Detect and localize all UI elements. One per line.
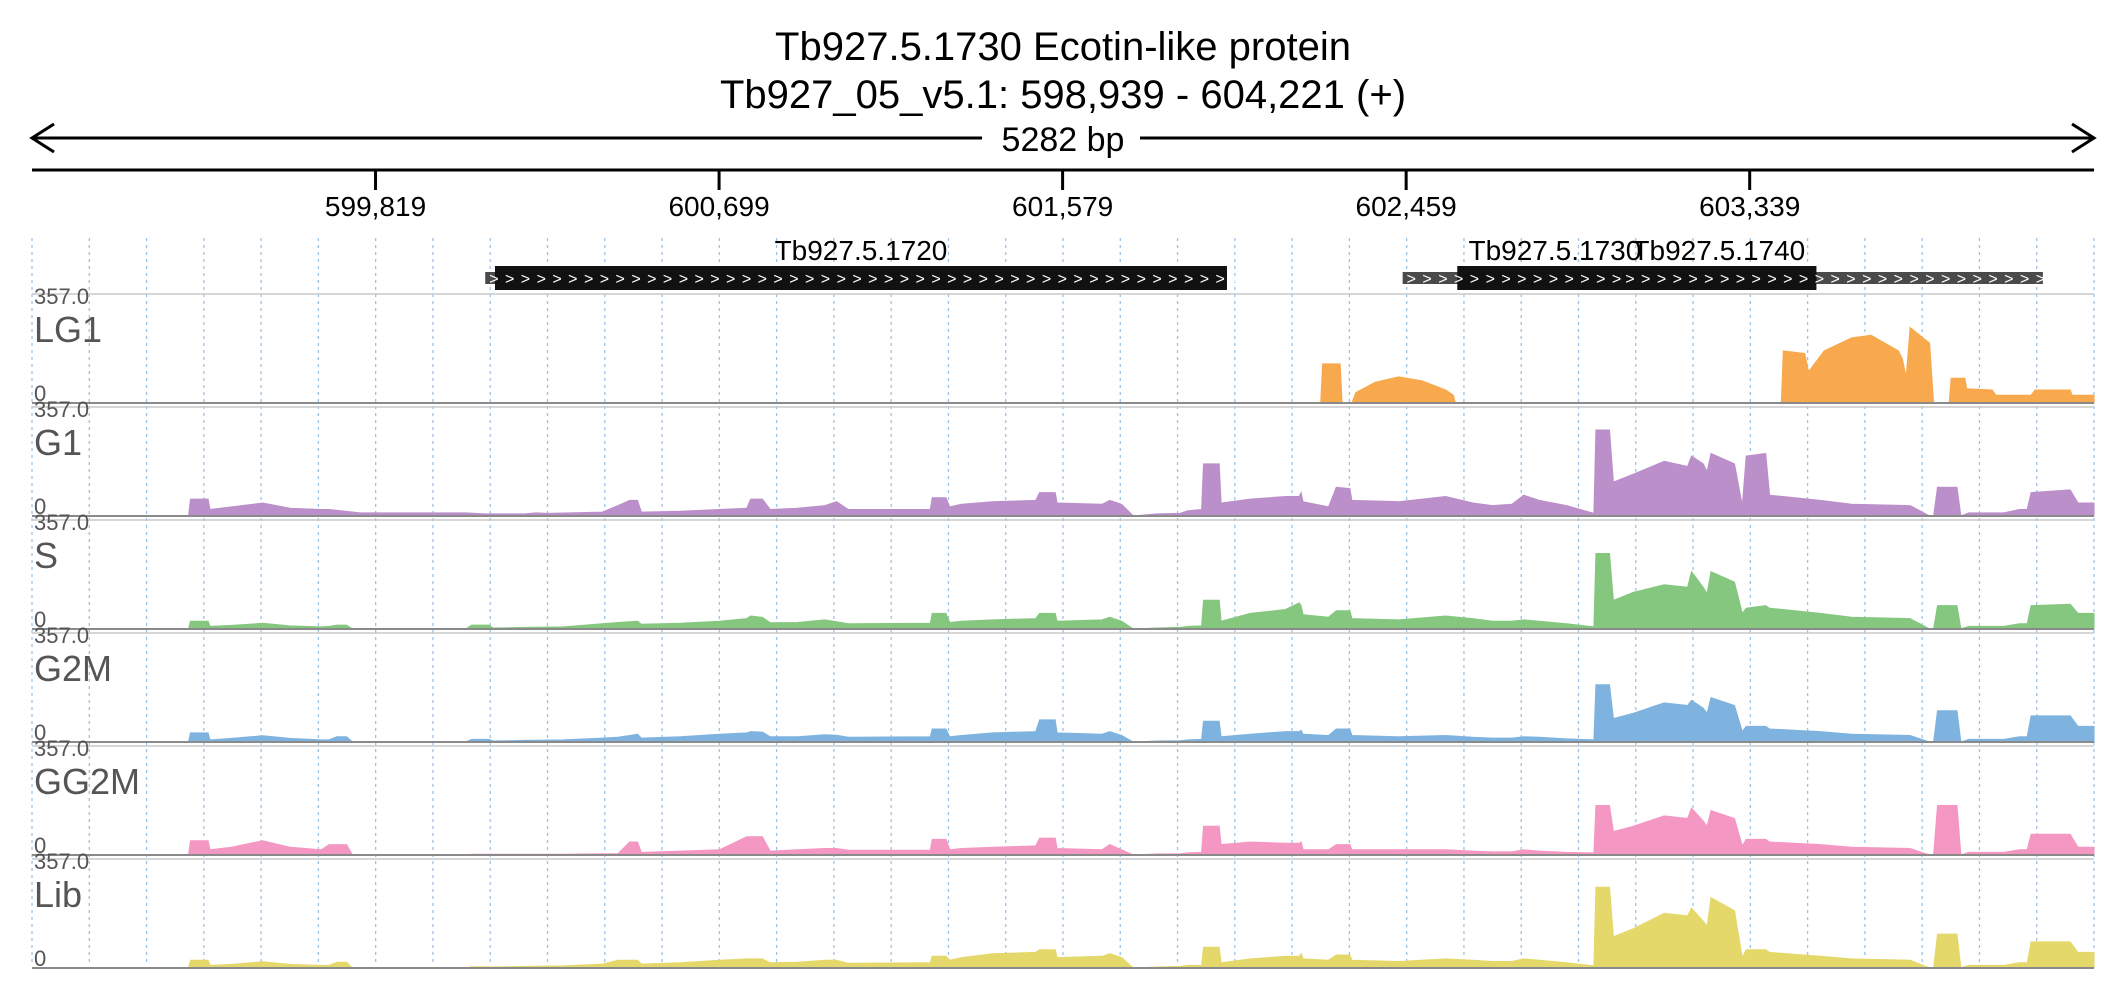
- span-arrow-right-icon: [2071, 122, 2097, 154]
- track-s: 357.0S 0: [32, 510, 2095, 632]
- span-ruler: 5282 bp: [29, 121, 2097, 159]
- y-max-label: 357.0: [34, 623, 89, 648]
- track-label: Lib: [34, 874, 82, 915]
- x-tick-label: 602,459: [1356, 191, 1457, 222]
- y-min-label: 0: [34, 494, 46, 519]
- gene-cds: [494, 266, 1227, 290]
- track-label: GG2M: [34, 761, 140, 802]
- coverage-area: [32, 326, 2095, 404]
- track-label: G2M: [34, 648, 112, 689]
- strand-chevrons: > > > > > > > > > > > > > > > > > > > > …: [489, 271, 1241, 288]
- coverage-area: [32, 429, 2095, 517]
- x-tick-label: 600,699: [668, 191, 769, 222]
- gene-label: Tb927.5.1730: [1468, 235, 1641, 266]
- coverage-area: [32, 684, 2095, 743]
- gene-models: > > > > > > > > > > > > > > > > > > > > …: [485, 235, 2046, 290]
- y-max-label: 357.0: [34, 284, 89, 309]
- strand-chevrons: > > > > > > > > > > > > > > > > > > > > …: [1625, 271, 2046, 288]
- y-min-label: 0: [34, 381, 46, 406]
- x-tick-label: 601,579: [1012, 191, 1113, 222]
- gene-cds: [1457, 266, 1653, 290]
- span-length-label: 5282 bp: [1002, 121, 1125, 159]
- span-arrow-left-icon: [29, 122, 55, 154]
- x-tick-label: 599,819: [325, 191, 426, 222]
- y-max-label: 357.0: [34, 849, 89, 874]
- y-min-label: 0: [34, 833, 46, 858]
- coverage-tracks: 357.0LG10357.0G10357.0S0357.0G2M0357.0GG…: [32, 284, 2095, 971]
- gene-cds: [1621, 266, 1817, 290]
- gene-label: Tb927.5.1740: [1632, 235, 1805, 266]
- gene-label: Tb927.5.1720: [775, 235, 948, 266]
- coverage-area: [32, 553, 2095, 630]
- coverage-area: [32, 886, 2095, 969]
- y-max-label: 357.0: [34, 510, 89, 535]
- x-tick-label: 603,339: [1699, 191, 1800, 222]
- chart-subtitle: Tb927_05_v5.1: 598,939 - 604,221 (+): [720, 73, 1406, 117]
- y-min-label: 0: [34, 720, 46, 745]
- y-min-label: 0: [34, 946, 46, 971]
- track-label: G1: [34, 422, 82, 463]
- chart-title: Tb927.5.1730 Ecotin-like protein: [775, 25, 1351, 69]
- track-label: S: [34, 535, 58, 576]
- y-max-label: 357.0: [34, 397, 89, 422]
- y-max-label: 357.0: [34, 736, 89, 761]
- gene-model: > > > > > > > > > > > > > > > > > > > > …: [1621, 235, 2046, 290]
- track-label: LG1: [34, 309, 102, 350]
- y-min-label: 0: [34, 607, 46, 632]
- track-g1: 357.0G1 0: [32, 397, 2095, 519]
- gene-model: > > > > > > > > > > > > > > > > > > > > …: [485, 235, 1241, 290]
- axis-ticks: 599,819 600,699 601,579 602,459 603,339: [325, 170, 1800, 222]
